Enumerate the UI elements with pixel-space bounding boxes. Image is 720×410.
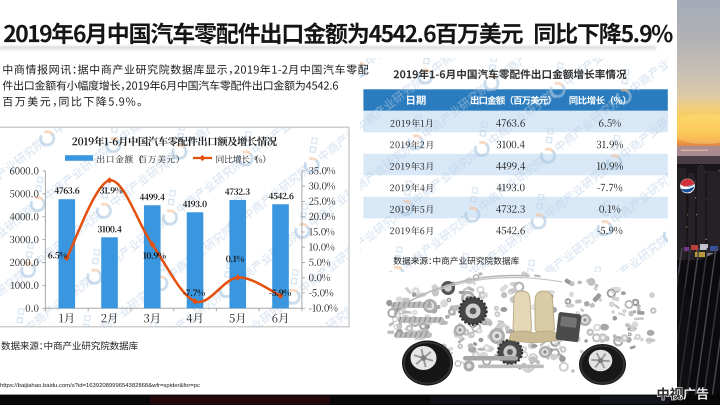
svg-text:https://baijiahao.baidu.com/s?: https://baijiahao.baidu.com/s?id=1639208… <box>0 383 200 389</box>
